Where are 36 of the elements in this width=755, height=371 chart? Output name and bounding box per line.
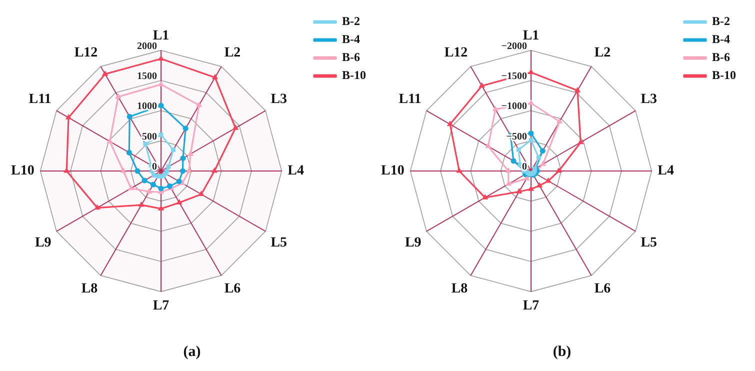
spoke-label: L3 (640, 92, 658, 107)
legend-label: B-4 (712, 32, 730, 46)
spoke-label: L2 (594, 46, 611, 61)
spoke-label: L4 (288, 164, 304, 179)
spoke-label: L10 (380, 164, 404, 179)
spoke-label: L9 (404, 235, 422, 250)
y-tick-label: 500 (142, 131, 157, 142)
spoke-label: L7 (152, 298, 170, 314)
spoke-label: L5 (640, 235, 658, 250)
spoke-label: L10 (10, 164, 34, 179)
spoke-label: L5 (270, 235, 288, 250)
y-tick-label: 1500 (137, 71, 157, 82)
spoke-label: L12 (74, 46, 98, 61)
legend-label: B-6 (712, 50, 730, 64)
spoke-label: L7 (522, 298, 540, 314)
legend-label: B-10 (342, 68, 366, 82)
spoke-label: L4 (658, 164, 674, 179)
legend-label: B-4 (342, 32, 360, 46)
legend-label: B-2 (342, 14, 360, 28)
spoke-label: L12 (444, 46, 468, 61)
legend-label: B-6 (342, 50, 360, 64)
spoke-label: L2 (224, 46, 241, 61)
legend-label: B-2 (712, 14, 730, 28)
spoke-label: L3 (270, 92, 288, 107)
text: (a) (183, 344, 201, 360)
spoke-label: L8 (451, 282, 468, 297)
spoke-label: L11 (398, 92, 422, 107)
spoke-label: L8 (81, 282, 98, 297)
spoke-label: L6 (594, 282, 611, 297)
spoke-label: L9 (34, 235, 52, 250)
legend-label: B-10 (712, 68, 736, 82)
spoke-label: L11 (28, 92, 52, 107)
y-tick-label: 1000 (137, 101, 157, 112)
y-tick-label: −1000 (501, 101, 527, 112)
text: (b) (552, 344, 572, 360)
spoke-label: L6 (224, 282, 241, 297)
